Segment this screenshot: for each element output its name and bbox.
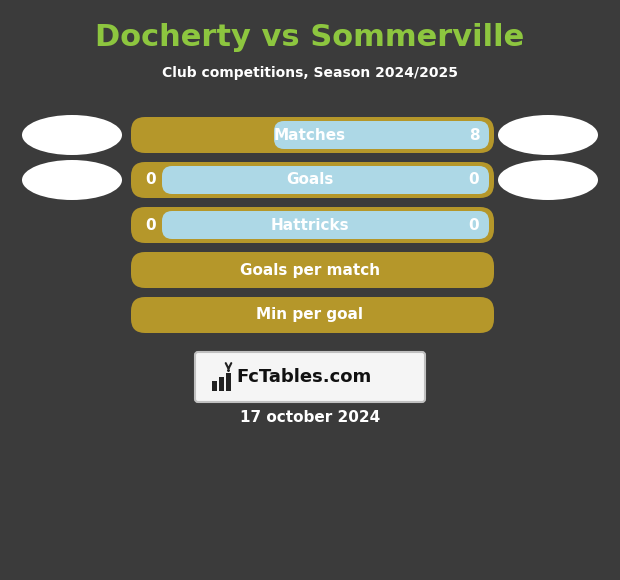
FancyBboxPatch shape: [162, 166, 489, 194]
FancyBboxPatch shape: [131, 252, 494, 288]
Text: 8: 8: [469, 128, 479, 143]
Ellipse shape: [498, 160, 598, 200]
FancyBboxPatch shape: [195, 352, 425, 402]
Text: 0: 0: [469, 172, 479, 187]
Ellipse shape: [22, 115, 122, 155]
Text: Hattricks: Hattricks: [271, 218, 349, 233]
Text: Goals per match: Goals per match: [240, 263, 380, 277]
Text: Matches: Matches: [274, 128, 346, 143]
Text: Min per goal: Min per goal: [257, 307, 363, 322]
Ellipse shape: [498, 115, 598, 155]
Bar: [226, 373, 231, 391]
Text: FcTables.com: FcTables.com: [236, 368, 371, 386]
Text: Goals: Goals: [286, 172, 334, 187]
Bar: [212, 381, 217, 391]
FancyBboxPatch shape: [131, 207, 494, 243]
Text: 0: 0: [146, 218, 156, 233]
Text: 17 october 2024: 17 october 2024: [240, 411, 380, 426]
FancyBboxPatch shape: [131, 117, 494, 153]
Text: Club competitions, Season 2024/2025: Club competitions, Season 2024/2025: [162, 66, 458, 80]
Ellipse shape: [22, 160, 122, 200]
Text: Docherty vs Sommerville: Docherty vs Sommerville: [95, 24, 525, 53]
Text: 0: 0: [469, 218, 479, 233]
FancyBboxPatch shape: [274, 121, 489, 149]
FancyBboxPatch shape: [162, 211, 489, 239]
FancyBboxPatch shape: [131, 297, 494, 333]
FancyBboxPatch shape: [131, 162, 494, 198]
Text: 0: 0: [146, 172, 156, 187]
Bar: [219, 377, 224, 391]
